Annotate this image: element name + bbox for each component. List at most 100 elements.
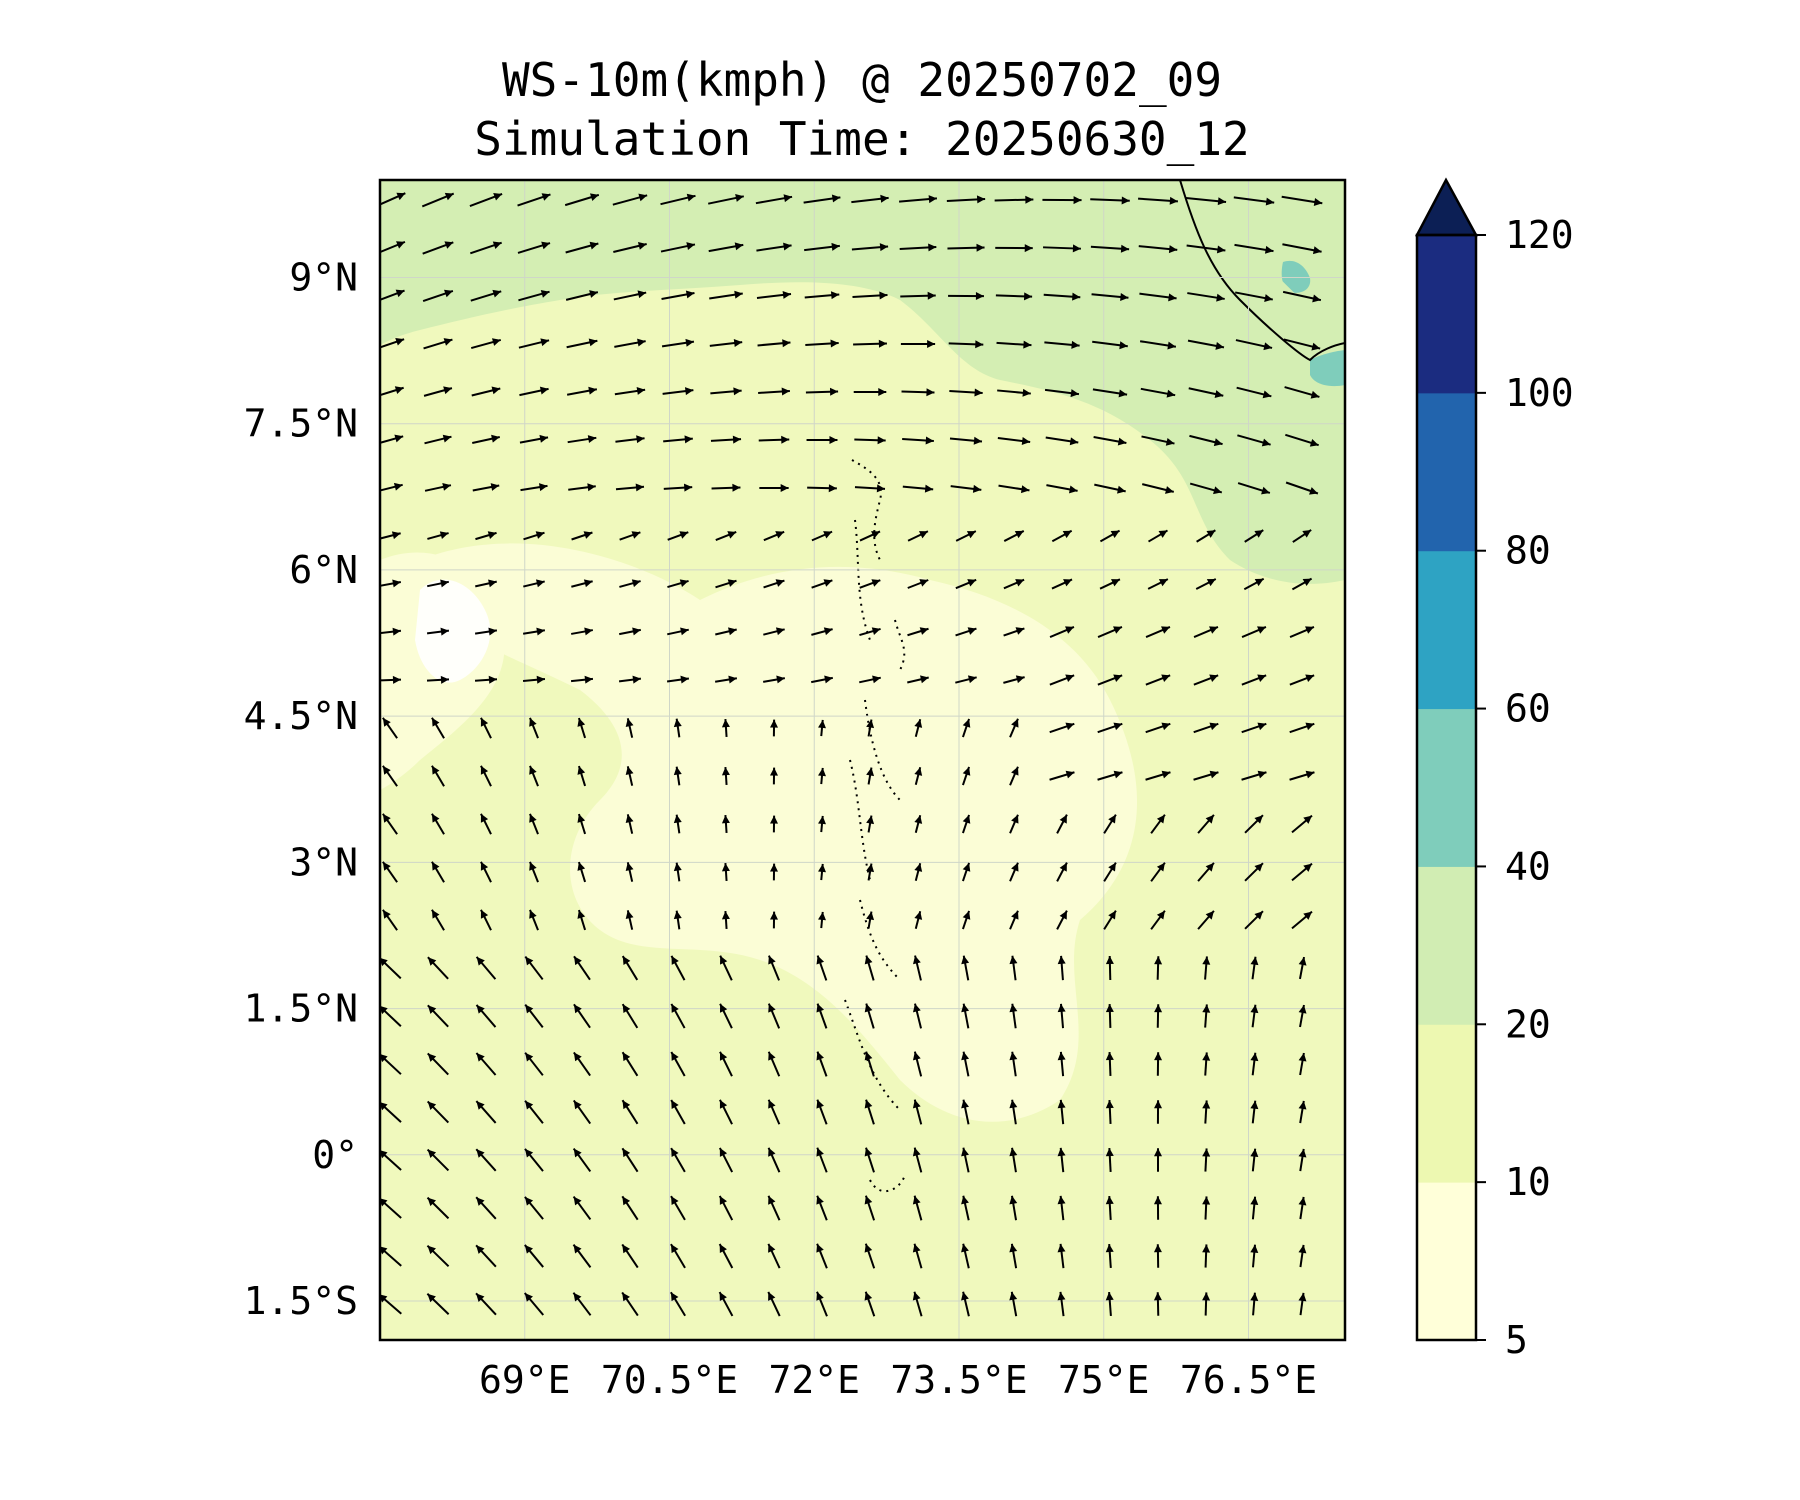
wind-arrow — [914, 718, 923, 738]
colorbar-band — [1417, 708, 1476, 867]
wind-arrow — [767, 1051, 781, 1077]
landmass — [1179, 180, 1345, 362]
wind-arrow — [625, 766, 634, 786]
wind-arrow — [1244, 529, 1264, 543]
wind-arrow — [1140, 387, 1176, 398]
wind-arrow — [475, 1244, 497, 1268]
wind-arrow — [961, 955, 970, 981]
x-axis-ticks: 69°E 70.5°E 72°E 73.5°E 75°E 76.5°E — [479, 1358, 1317, 1402]
wind-max-patch — [1281, 260, 1311, 293]
chart-title: WS-10m(kmph) @ 20250702_09 — [502, 53, 1222, 107]
wind-arrow — [380, 1197, 402, 1219]
wind-arrow — [1195, 578, 1217, 590]
wind-arrow — [1099, 578, 1121, 590]
wind-arrow — [572, 1292, 592, 1316]
wind-arrow — [770, 863, 779, 881]
wind-arrow — [770, 767, 779, 785]
wind-arrow — [961, 766, 971, 786]
wind-arrow — [714, 675, 738, 684]
wind-arrow — [524, 1196, 544, 1220]
wind-arrow — [471, 386, 501, 397]
y-tick-label: 0° — [312, 1133, 358, 1177]
wind-arrow — [1105, 1004, 1114, 1028]
wind-arrow — [859, 579, 881, 589]
wind-arrow — [426, 627, 450, 636]
wind-arrow — [564, 193, 600, 207]
wind-arrow — [1009, 814, 1019, 834]
wind-arrow — [1056, 862, 1068, 882]
wind-arrow — [902, 484, 934, 493]
colorbar: 5 10 20 40 60 80 100 120 — [1414, 177, 1574, 1362]
wind-arrow — [1243, 577, 1265, 591]
wind-arrow — [518, 289, 550, 302]
wind-arrow — [1103, 862, 1117, 882]
wind-arrow — [1042, 196, 1082, 205]
wind-arrow — [811, 530, 833, 542]
wind-arrow — [480, 717, 492, 739]
wind-arrow — [565, 290, 599, 301]
wind-arrow — [900, 340, 936, 349]
wind-arrow — [524, 1052, 544, 1076]
y-tick-label: 9°N — [289, 255, 358, 299]
wind-arrow — [949, 436, 983, 445]
y-tick-label: 7.5°N — [244, 402, 358, 446]
wind-arrow — [805, 387, 839, 396]
wind-arrow — [475, 1052, 497, 1076]
x-tick-label: 73.5°E — [890, 1358, 1027, 1402]
wind-arrow — [426, 675, 450, 684]
wind-arrow — [900, 291, 936, 300]
wind-arrow — [718, 1147, 734, 1173]
wind-arrow — [1145, 625, 1171, 639]
wind-arrow — [818, 767, 826, 785]
wind-arrow — [961, 1243, 970, 1269]
wind-arrow — [804, 291, 840, 300]
wind-arrow — [380, 957, 402, 980]
wind-arrow — [851, 243, 889, 252]
wind-arrow — [961, 814, 971, 834]
wind-arrow — [1094, 483, 1126, 494]
wind-arrow — [1236, 386, 1272, 399]
wind-arrow — [380, 579, 402, 588]
wind-arrow — [380, 675, 402, 684]
wind-arrow — [427, 1004, 449, 1028]
wind-arrow — [380, 192, 406, 206]
wind-arrow — [1009, 1243, 1018, 1269]
wind-arrow — [854, 484, 886, 493]
wind-arrow — [755, 194, 793, 205]
wind-arrow — [615, 483, 645, 492]
wind-arrow — [1099, 529, 1121, 543]
wind-arrow — [1196, 529, 1216, 543]
wind-arrow — [422, 289, 454, 303]
wind-arrow — [1189, 482, 1223, 495]
wind-arrow — [673, 766, 682, 786]
wind-arrow — [1057, 1099, 1066, 1125]
wind-arrow — [859, 530, 881, 542]
wind-arrow — [1009, 1291, 1018, 1317]
wind-arrow — [1298, 1004, 1307, 1028]
wind-arrow — [914, 766, 923, 786]
wind-arrow — [613, 241, 647, 254]
wind-arrow — [1056, 910, 1068, 930]
wind-arrow — [663, 483, 693, 492]
wind-arrow — [866, 863, 875, 881]
wind-arrow — [621, 955, 639, 981]
wind-arrow — [380, 627, 402, 636]
wind-arrow — [470, 289, 502, 302]
colorbar-tick-label: 60 — [1505, 687, 1551, 731]
wind-arrow — [1043, 292, 1081, 301]
y-tick-label: 4.5°N — [244, 694, 358, 738]
wind-arrow — [621, 1003, 639, 1029]
wind-arrow — [663, 435, 693, 444]
wind-arrow — [1105, 1051, 1114, 1077]
wind-arrow — [805, 339, 839, 348]
wind-arrow — [1046, 484, 1078, 494]
wind-arrow — [572, 1099, 592, 1125]
calm-patch — [415, 579, 491, 683]
wind-arrow — [1298, 956, 1307, 980]
wind-arrow — [1298, 1244, 1307, 1268]
colorbar-tick-label: 5 — [1505, 1318, 1528, 1362]
wind-arrow — [718, 1243, 734, 1269]
colorbar-band — [1417, 866, 1476, 1025]
wind-arrow — [1105, 1099, 1114, 1125]
wind-arrow — [1154, 1100, 1163, 1124]
